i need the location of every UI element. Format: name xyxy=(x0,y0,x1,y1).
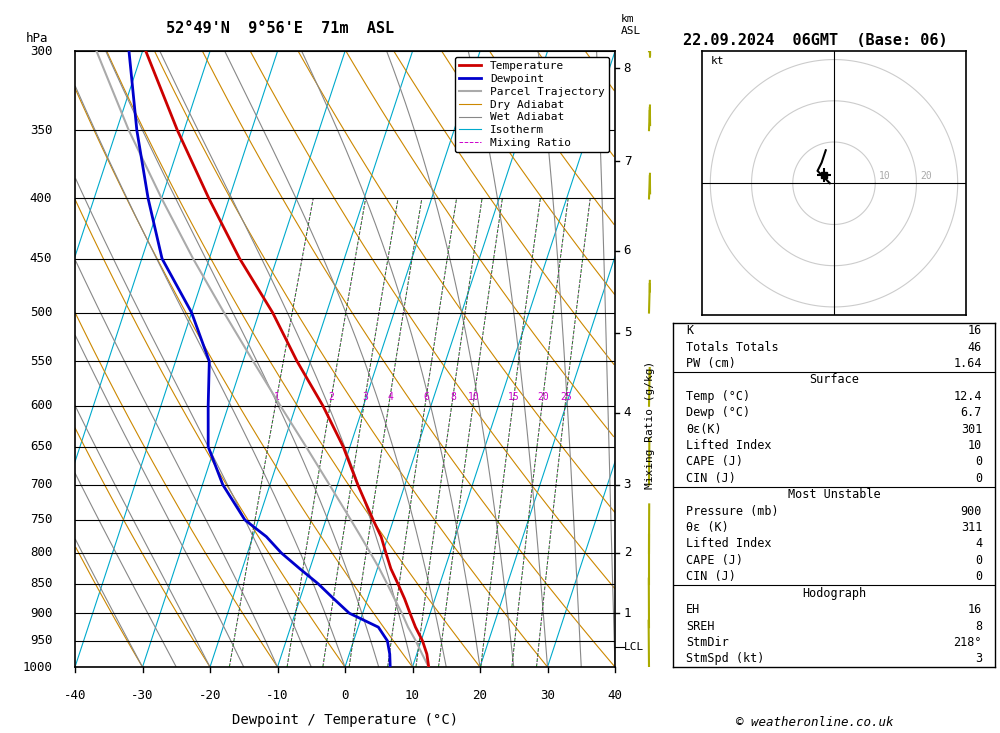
Text: Totals Totals: Totals Totals xyxy=(686,341,779,353)
Legend: Temperature, Dewpoint, Parcel Trajectory, Dry Adiabat, Wet Adiabat, Isotherm, Mi: Temperature, Dewpoint, Parcel Trajectory… xyxy=(455,57,609,152)
Text: Lifted Index: Lifted Index xyxy=(686,537,771,550)
Text: CIN (J): CIN (J) xyxy=(686,570,736,583)
Text: Most Unstable: Most Unstable xyxy=(788,488,880,501)
Text: 3: 3 xyxy=(975,652,982,666)
Text: 1000: 1000 xyxy=(22,660,52,674)
Text: km
ASL: km ASL xyxy=(620,15,641,36)
Text: Dewpoint / Temperature (°C): Dewpoint / Temperature (°C) xyxy=(232,713,458,727)
Text: 0: 0 xyxy=(975,570,982,583)
Text: 650: 650 xyxy=(30,441,52,453)
Text: 400: 400 xyxy=(30,192,52,205)
Text: 20: 20 xyxy=(921,171,932,181)
Text: 3: 3 xyxy=(362,392,368,402)
Text: 46: 46 xyxy=(968,341,982,353)
Text: 750: 750 xyxy=(30,513,52,526)
Text: -30: -30 xyxy=(131,688,154,701)
Text: -10: -10 xyxy=(266,688,289,701)
Text: 16: 16 xyxy=(968,603,982,616)
Text: 12.4: 12.4 xyxy=(954,390,982,403)
Text: 10: 10 xyxy=(468,392,480,402)
Text: StmDir: StmDir xyxy=(686,636,729,649)
Text: 0: 0 xyxy=(341,688,349,701)
Text: 7: 7 xyxy=(624,155,631,168)
Text: PW (cm): PW (cm) xyxy=(686,357,736,370)
Text: CIN (J): CIN (J) xyxy=(686,472,736,485)
Text: 6: 6 xyxy=(624,244,631,257)
Text: 2: 2 xyxy=(328,392,334,402)
Text: 16: 16 xyxy=(968,324,982,337)
Text: 8: 8 xyxy=(624,62,631,75)
Text: 10: 10 xyxy=(968,439,982,452)
Text: 0: 0 xyxy=(975,455,982,468)
Text: 0: 0 xyxy=(975,554,982,567)
Text: 15: 15 xyxy=(508,392,520,402)
Text: © weatheronline.co.uk: © weatheronline.co.uk xyxy=(736,716,894,729)
Text: Temp (°C): Temp (°C) xyxy=(686,390,750,403)
Text: 850: 850 xyxy=(30,578,52,590)
Text: 800: 800 xyxy=(30,546,52,559)
Text: 5: 5 xyxy=(624,326,631,339)
Text: Hodograph: Hodograph xyxy=(802,586,866,600)
Text: 900: 900 xyxy=(961,505,982,517)
Text: 10: 10 xyxy=(879,171,891,181)
Text: 900: 900 xyxy=(30,607,52,619)
Text: Pressure (mb): Pressure (mb) xyxy=(686,505,779,517)
Text: SREH: SREH xyxy=(686,619,714,633)
Text: 600: 600 xyxy=(30,399,52,412)
Text: 20: 20 xyxy=(537,392,549,402)
Text: 1: 1 xyxy=(624,607,631,619)
Text: K: K xyxy=(686,324,693,337)
Text: 950: 950 xyxy=(30,634,52,647)
Text: -20: -20 xyxy=(199,688,221,701)
Text: 6.7: 6.7 xyxy=(961,406,982,419)
Text: StmSpd (kt): StmSpd (kt) xyxy=(686,652,764,666)
Text: 2: 2 xyxy=(624,546,631,559)
Text: 700: 700 xyxy=(30,478,52,491)
Text: 500: 500 xyxy=(30,306,52,319)
Text: EH: EH xyxy=(686,603,700,616)
Text: kt: kt xyxy=(710,56,724,66)
Text: 4: 4 xyxy=(624,406,631,419)
Text: 450: 450 xyxy=(30,252,52,265)
Text: Mixing Ratio (g/kg): Mixing Ratio (g/kg) xyxy=(645,361,655,489)
Text: 1: 1 xyxy=(274,392,280,402)
Text: 8: 8 xyxy=(975,619,982,633)
Text: 30: 30 xyxy=(540,688,555,701)
Text: Surface: Surface xyxy=(809,373,859,386)
Text: -40: -40 xyxy=(64,688,86,701)
Text: 6: 6 xyxy=(423,392,429,402)
Text: 4: 4 xyxy=(387,392,393,402)
Text: 3: 3 xyxy=(624,478,631,491)
Text: 1.64: 1.64 xyxy=(954,357,982,370)
Text: 350: 350 xyxy=(30,124,52,136)
Text: 0: 0 xyxy=(975,472,982,485)
Text: hPa: hPa xyxy=(26,32,48,45)
Text: 300: 300 xyxy=(30,45,52,58)
Text: CAPE (J): CAPE (J) xyxy=(686,554,743,567)
Text: Lifted Index: Lifted Index xyxy=(686,439,771,452)
Text: 52°49'N  9°56'E  71m  ASL: 52°49'N 9°56'E 71m ASL xyxy=(166,21,394,36)
Text: 40: 40 xyxy=(608,688,622,701)
Text: 10: 10 xyxy=(405,688,420,701)
Text: 550: 550 xyxy=(30,355,52,368)
Text: 8: 8 xyxy=(450,392,456,402)
Text: θε (K): θε (K) xyxy=(686,521,729,534)
Text: 22.09.2024  06GMT  (Base: 06): 22.09.2024 06GMT (Base: 06) xyxy=(683,33,947,48)
Text: 25: 25 xyxy=(560,392,572,402)
Text: 4: 4 xyxy=(975,537,982,550)
Text: Dewp (°C): Dewp (°C) xyxy=(686,406,750,419)
Text: 20: 20 xyxy=(473,688,488,701)
Text: LCL: LCL xyxy=(624,642,644,652)
Text: 301: 301 xyxy=(961,423,982,435)
Text: CAPE (J): CAPE (J) xyxy=(686,455,743,468)
Text: 218°: 218° xyxy=(954,636,982,649)
Text: θε(K): θε(K) xyxy=(686,423,722,435)
Text: 311: 311 xyxy=(961,521,982,534)
